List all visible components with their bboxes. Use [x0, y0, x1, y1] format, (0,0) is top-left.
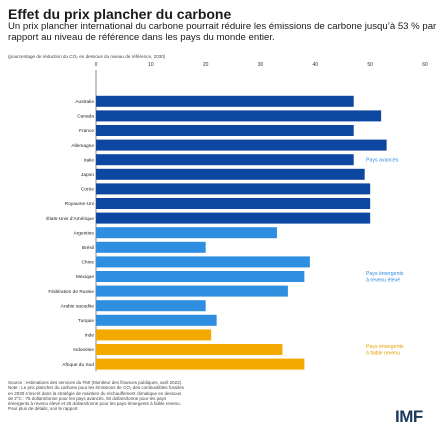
group-label: Pays émergents: [366, 344, 404, 350]
x-tick-label: 40: [313, 62, 319, 68]
x-tick-label: 20: [203, 62, 209, 68]
category-label: Arabie saoudite: [61, 303, 95, 309]
category-label: Inde: [85, 333, 95, 339]
x-tick-label: 0: [95, 62, 98, 68]
x-tick-label: 30: [258, 62, 264, 68]
source-line: Source : estimations des services du FMI…: [8, 380, 183, 385]
note-line: de 2°C : 75 dollars/tonne pour les pays …: [8, 395, 167, 401]
note-line: en 2030 s’inscrit dans la stratégie de m…: [8, 390, 182, 396]
bar: [96, 256, 310, 268]
category-label: Royaume-Uni: [65, 201, 94, 207]
bar: [96, 110, 382, 122]
category-label: Japon: [81, 172, 94, 178]
category-label: Corée: [81, 187, 94, 193]
bar: [96, 125, 354, 136]
x-tick-label: 50: [367, 62, 373, 68]
category-label: Mexique: [76, 274, 94, 280]
category-label: Turquie: [78, 318, 94, 324]
category-label: Brésil: [82, 245, 94, 251]
bar: [96, 95, 354, 107]
category-label: Argentine: [73, 230, 94, 236]
note-line: émergents à revenu élevé et 25 dollars/t…: [8, 401, 181, 407]
chart-subtitle: Un prix plancher international du carbon…: [8, 21, 437, 43]
bar: [96, 241, 206, 253]
imf-logo: IMF: [395, 407, 423, 426]
bar: [96, 271, 305, 282]
bar-chart: 0 10 20 30 40 50 60 Australie Canada France Allema…: [46, 62, 428, 372]
category-label: Afrique du Sud: [62, 362, 94, 368]
bar: [96, 344, 283, 355]
bar: [96, 285, 288, 297]
category-label: France: [79, 128, 94, 134]
category-label: Canada: [77, 114, 94, 120]
bar: [96, 168, 365, 180]
x-tick-label: 10: [148, 62, 154, 68]
group-label: à revenu élevé: [366, 277, 400, 283]
category-label: États-Unis d’Amérique: [46, 215, 94, 222]
x-tick-label: 60: [422, 62, 428, 68]
group-label: à faible revenu: [366, 350, 400, 356]
bar: [96, 139, 387, 151]
bar: [96, 358, 305, 370]
bar: [96, 198, 371, 209]
category-label: Chine: [81, 260, 94, 266]
bar: [96, 300, 206, 312]
category-label: Allemagne: [71, 143, 94, 149]
category-label: Indonésie: [73, 347, 94, 353]
bar: [96, 227, 277, 239]
source-notes: Source : estimations des services du FMI…: [8, 380, 368, 412]
bar: [96, 329, 212, 341]
details-line: Pour plus de détails, voir le rapport: [8, 406, 78, 412]
note-line: Note : Le prix plancher du carbone pour …: [8, 385, 184, 391]
unit-note: (pourcentage de réduction du CO₂ en dess…: [8, 54, 166, 59]
bar: [96, 183, 371, 195]
category-label: Australie: [75, 99, 94, 105]
group-label: Pays émergents: [366, 271, 404, 277]
bar: [96, 314, 217, 326]
category-label: Italie: [84, 157, 94, 163]
bar: [96, 154, 354, 166]
chart-title: Effet du prix plancher du carbone: [8, 6, 232, 22]
category-label: Fédération de Russie: [48, 289, 94, 295]
bar: [96, 212, 371, 224]
group-label: Pays avancés: [366, 157, 399, 163]
